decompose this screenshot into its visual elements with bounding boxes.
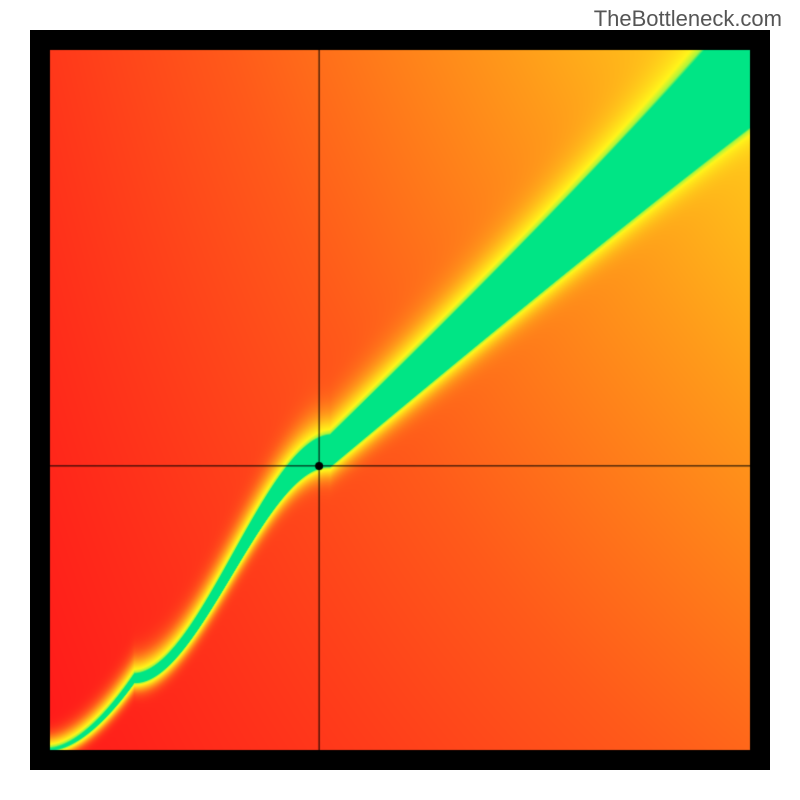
chart-container: TheBottleneck.com bbox=[0, 0, 800, 800]
chart-frame bbox=[30, 30, 770, 770]
heatmap-canvas bbox=[30, 30, 770, 770]
watermark-text: TheBottleneck.com bbox=[594, 6, 782, 32]
